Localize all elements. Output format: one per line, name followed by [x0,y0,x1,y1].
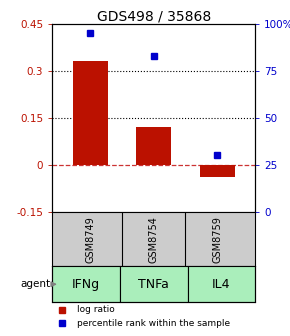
Text: IFNg: IFNg [72,278,100,291]
Text: TNFa: TNFa [138,278,169,291]
Text: GSM8754: GSM8754 [149,216,159,263]
Title: GDS498 / 35868: GDS498 / 35868 [97,9,211,24]
Bar [136,127,171,165]
Bar [188,266,255,302]
Bar [120,266,188,302]
Text: GSM8749: GSM8749 [85,216,95,263]
Bar [73,61,108,165]
Text: IL4: IL4 [212,278,231,291]
Text: agent: agent [21,279,51,289]
Text: percentile rank within the sample: percentile rank within the sample [77,319,230,328]
Text: log ratio: log ratio [77,305,114,314]
Text: GSM8759: GSM8759 [212,216,222,263]
Bar [52,266,120,302]
Bar [200,165,235,177]
